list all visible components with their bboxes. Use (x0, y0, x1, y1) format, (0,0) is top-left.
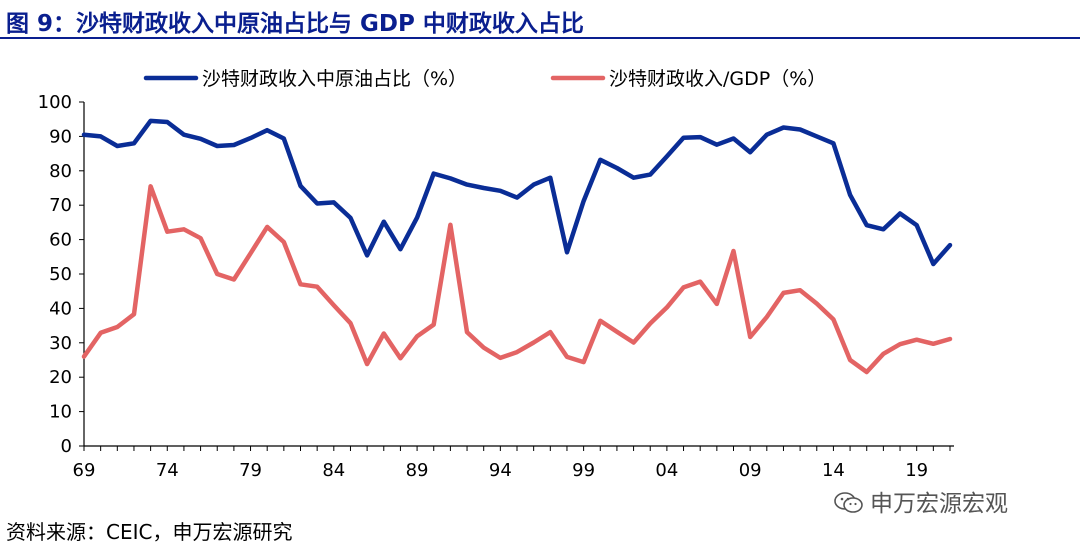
x-tick-label: 04 (655, 460, 678, 481)
y-tick-label: 40 (49, 298, 72, 319)
source-note: 资料来源：CEIC，申万宏源研究 (6, 520, 293, 544)
y-tick-label: 70 (49, 195, 72, 216)
x-tick-label: 79 (239, 460, 262, 481)
x-tick-label: 94 (489, 460, 512, 481)
series-line-2 (81, 184, 953, 375)
series-line-1 (81, 118, 953, 267)
legend-label-1: 沙特财政收入中原油占比（%） (202, 68, 467, 90)
title-divider (0, 37, 1080, 39)
x-tick-label: 84 (322, 460, 345, 481)
x-tick-label: 14 (822, 460, 845, 481)
y-tick-label: 100 (38, 92, 72, 113)
y-tick-label: 60 (49, 230, 72, 251)
x-tick-label: 99 (572, 460, 595, 481)
wechat-icon (834, 492, 863, 513)
y-tick-label: 10 (49, 402, 72, 423)
x-tick-label: 09 (739, 460, 762, 481)
y-tick-label: 90 (49, 126, 72, 147)
x-tick-label: 89 (406, 460, 429, 481)
watermark-text: 申万宏源宏观 (870, 491, 1008, 517)
x-tick-label: 74 (156, 460, 179, 481)
watermark: 申万宏源宏观 (834, 484, 1008, 518)
x-tick-label: 69 (73, 460, 96, 481)
y-tick-label: 50 (49, 264, 72, 285)
y-tick-label: 0 (61, 436, 72, 457)
y-tick-label: 20 (49, 367, 72, 388)
y-tick-label: 80 (49, 161, 72, 182)
legend-label-2: 沙特财政收入/GDP（%） (609, 68, 826, 90)
y-tick-label: 30 (49, 333, 72, 354)
chart-title: 图 9：沙特财政收入中原油占比与 GDP 中财政收入占比 (6, 11, 584, 37)
x-tick-label: 19 (905, 460, 928, 481)
